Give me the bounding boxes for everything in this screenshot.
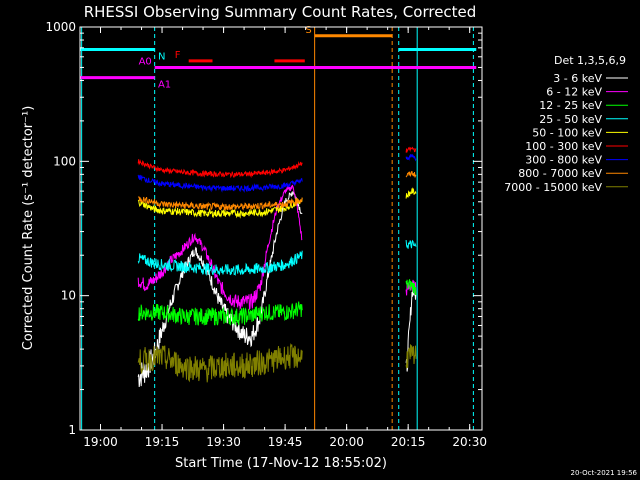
series-7-trace-0 (137, 196, 303, 211)
series-3-trace-1 (405, 239, 417, 249)
x-tick-label-4: 20:00 (329, 435, 364, 449)
series-6-trace-1 (405, 153, 417, 162)
y-tick-label-3: 1000 (45, 20, 76, 34)
series-5-trace-1 (405, 146, 417, 154)
legend-entry-label-4: 50 - 100 keV (532, 126, 602, 139)
legend-entry-label-2: 12 - 25 keV (539, 99, 602, 112)
x-tick-label-1: 19:15 (145, 435, 180, 449)
observing-mode-bars: N A0 A1 S F (80, 25, 477, 91)
legend-entry-label-1: 6 - 12 keV (546, 86, 602, 99)
legend-entry-label-3: 25 - 50 keV (539, 113, 602, 126)
y-axis-label: Corrected Count Rate (s⁻¹ detector⁻¹) (21, 106, 36, 351)
series-3-trace-0 (137, 250, 303, 276)
chart-title: RHESSI Observing Summary Count Rates, Co… (84, 3, 477, 21)
series-8-trace-0 (137, 342, 303, 383)
plot-data (81, 27, 474, 430)
legend-entry-label-5: 100 - 300 keV (525, 140, 602, 153)
legend-title: Det 1,3,5,6,9 (554, 54, 626, 67)
y-tick-label-0: 1 (68, 423, 76, 437)
series-1-trace-0 (137, 184, 303, 311)
mode-bar-label-2: A0 (139, 56, 152, 67)
series-0-trace-0 (137, 190, 303, 388)
axes: 19:00 19:15 19:30 19:45 20:00 20:15 20:30 1 10 10… (45, 20, 487, 449)
y-tick-label-1: 10 (61, 289, 76, 303)
mode-bar-label-3: A1 (158, 80, 171, 91)
x-tick-label-2: 19:30 (206, 435, 241, 449)
x-tick-label-3: 19:45 (268, 435, 303, 449)
series-2-trace-0 (137, 301, 303, 326)
series-7-trace-1 (405, 171, 417, 178)
legend-entry-label-6: 300 - 800 keV (525, 154, 602, 167)
series-4-trace-0 (137, 198, 303, 219)
mode-bar-label-5: F (175, 50, 181, 61)
legend-entry-label-0: 3 - 6 keV (553, 72, 602, 85)
series-6-trace-0 (137, 174, 303, 193)
x-tick-label-5: 20:15 (391, 435, 426, 449)
legend-entry-label-8: 7000 - 15000 keV (504, 181, 602, 194)
footer-timestamp: 20-Oct-2021 19:56 (571, 469, 638, 477)
mode-bar-label-0: N (158, 51, 165, 62)
x-tick-label-0: 19:00 (83, 435, 118, 449)
x-axis-label: Start Time (17-Nov-12 18:55:02) (175, 456, 387, 471)
series-5-trace-0 (137, 159, 303, 179)
series-4-trace-1 (405, 187, 417, 199)
legend-entry-label-7: 800 - 7000 keV (518, 167, 602, 180)
series-2-trace-1 (405, 279, 417, 296)
series-8-trace-1 (405, 344, 417, 369)
plot-frame (79, 26, 483, 431)
mode-bar-label-4: S (305, 25, 311, 36)
x-tick-label-6: 20:30 (452, 435, 487, 449)
y-tick-label-2: 100 (53, 154, 76, 168)
